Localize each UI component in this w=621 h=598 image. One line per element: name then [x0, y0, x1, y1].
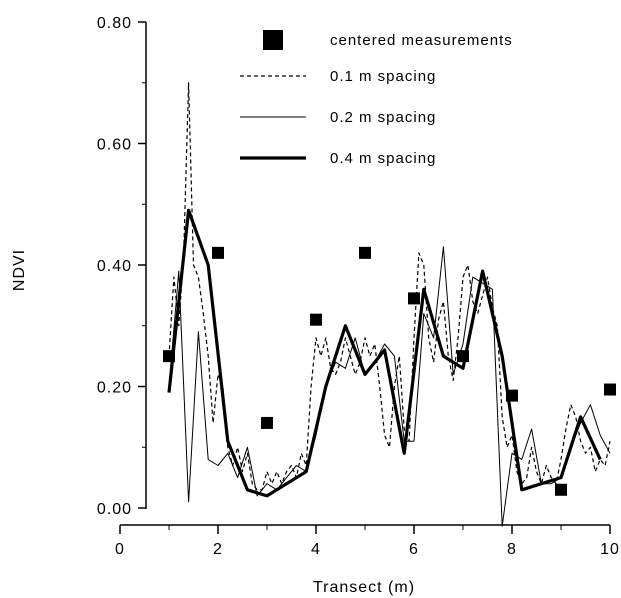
- x-tick-label: 2: [213, 541, 223, 558]
- legend-label: 0.1 m spacing: [330, 68, 436, 85]
- measurement-marker: [261, 416, 273, 429]
- legend-label: 0.2 m spacing: [330, 109, 436, 126]
- y-tick-label: 0.20: [97, 380, 132, 397]
- legend-symbol-marker: [263, 30, 283, 50]
- axes: 0.00 0.20 0.40 0.60 0.80 0 2 4 6 8 10: [97, 15, 620, 558]
- series-line-1: [168, 82, 611, 491]
- x-tick-label: 0: [115, 541, 125, 558]
- measurement-marker: [506, 389, 518, 402]
- x-axis-title: Transect (m): [313, 579, 415, 596]
- measurement-marker: [604, 383, 616, 396]
- legend-label: 0.4 m spacing: [330, 150, 436, 167]
- x-tick-label: 8: [507, 541, 517, 558]
- measurement-marker: [310, 313, 322, 326]
- x-tick-label: 10: [600, 541, 620, 558]
- measurement-marker: [359, 246, 371, 259]
- series-line-3: [167, 208, 602, 498]
- measurement-marker: [408, 292, 420, 305]
- series-line-2: [168, 246, 611, 527]
- measurement-marker: [457, 350, 469, 363]
- legend: centered measurements 0.1 m spacing 0.2 m …: [240, 30, 513, 167]
- measurement-marker: [212, 246, 224, 259]
- measurement-marker: [555, 483, 567, 496]
- x-tick-label: 4: [311, 541, 321, 558]
- y-tick-label: 0.00: [97, 501, 132, 518]
- legend-label: centered measurements: [330, 32, 513, 49]
- x-tick-label: 6: [409, 541, 419, 558]
- y-tick-label: 0.80: [97, 15, 132, 32]
- series-layer: [163, 82, 616, 527]
- y-axis-title: NDVI: [11, 249, 28, 291]
- measurement-marker: [163, 350, 175, 363]
- y-tick-label: 0.60: [97, 137, 132, 154]
- y-tick-label: 0.40: [97, 258, 132, 275]
